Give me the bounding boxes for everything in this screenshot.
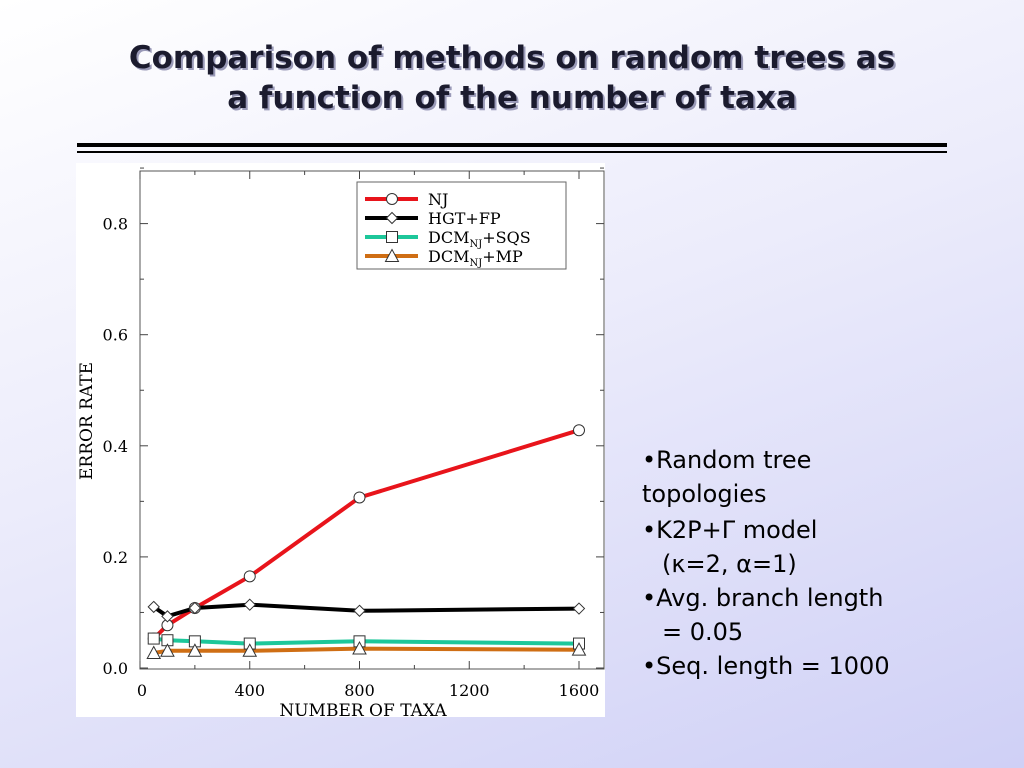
legend-marker-0 bbox=[386, 193, 398, 205]
data-point-series-3 bbox=[242, 643, 258, 657]
bullet-4-line-1: •Seq. length = 1000 bbox=[642, 652, 890, 680]
slide-title: Comparison of methods on random trees as… bbox=[60, 38, 964, 118]
x-tick-label: 800 bbox=[344, 681, 375, 700]
bullet-3-line-2: = 0.05 bbox=[662, 618, 744, 646]
bullet-2-line-2: (κ=2, α=1) bbox=[662, 550, 797, 578]
data-point-series-1 bbox=[572, 602, 586, 615]
data-point-series-1 bbox=[243, 598, 256, 611]
legend-label-1: HGT+FP bbox=[428, 209, 501, 228]
data-point-series-0 bbox=[243, 570, 256, 583]
bullet-1-line-2: topologies bbox=[642, 480, 767, 508]
data-point-series-0 bbox=[353, 491, 366, 504]
bullet-1-line-1: •Random tree bbox=[642, 446, 812, 474]
y-tick-label: 0.6 bbox=[103, 326, 128, 345]
data-point-series-3 bbox=[187, 643, 203, 657]
data-point-series-1 bbox=[147, 600, 160, 614]
title-rule-thin bbox=[77, 151, 947, 153]
x-tick-label: 1200 bbox=[449, 681, 490, 700]
y-tick-label: 0.8 bbox=[103, 215, 128, 234]
chart-svg: 0.0 0.2 0.4 0.6 0.8 0 400 800 1200 1600 NUMBER OF … bbox=[77, 167, 605, 717]
legend-label-3: DCMNJ+MP bbox=[428, 247, 523, 269]
series-line-3 bbox=[151, 646, 581, 655]
series-line-2 bbox=[151, 636, 581, 646]
data-point-series-0 bbox=[573, 424, 585, 437]
data-point-series-2 bbox=[147, 632, 160, 645]
legend-label-2: DCMNJ+SQS bbox=[428, 228, 531, 250]
series-line-1 bbox=[151, 602, 581, 619]
bullet-2-line-1: •K2P+Γ model bbox=[642, 516, 818, 544]
data-point-series-1 bbox=[353, 604, 366, 617]
x-tick-label: 0 bbox=[137, 681, 147, 700]
data-point-series-3 bbox=[146, 645, 162, 660]
x-axis-label: NUMBER OF TAXA bbox=[279, 701, 447, 717]
x-tick-label: 1600 bbox=[559, 681, 600, 700]
data-point-series-1 bbox=[161, 610, 174, 623]
data-point-series-1 bbox=[188, 601, 202, 615]
legend-marker-2 bbox=[386, 231, 398, 243]
bullet-3-line-1: •Avg. branch length bbox=[642, 584, 884, 612]
data-point-series-3 bbox=[352, 641, 367, 655]
legend-marker-3 bbox=[384, 248, 400, 262]
legend-label-0: NJ bbox=[428, 190, 448, 209]
data-point-series-3 bbox=[571, 642, 587, 656]
legend-marker-1 bbox=[385, 211, 399, 225]
bullet-list: •Random tree topologies •K2P+Γ model (κ=… bbox=[642, 443, 972, 683]
x-tick-label: 400 bbox=[234, 681, 265, 700]
data-point-series-3 bbox=[160, 643, 175, 657]
title-rule-thick bbox=[77, 143, 947, 147]
y-tick-label: 0.4 bbox=[103, 437, 128, 456]
error-rate-chart: 0.0 0.2 0.4 0.6 0.8 0 400 800 1200 1600 NUMBER OF … bbox=[76, 163, 605, 717]
plot-frame bbox=[139, 170, 605, 670]
y-tick-label: 0.2 bbox=[103, 548, 128, 567]
title-line-2: a function of the number of taxa bbox=[227, 80, 797, 116]
y-tick-label: 0.0 bbox=[103, 659, 128, 678]
title-line-1: Comparison of methods on random trees as bbox=[128, 40, 896, 76]
y-axis-label: ERROR RATE bbox=[77, 362, 97, 480]
